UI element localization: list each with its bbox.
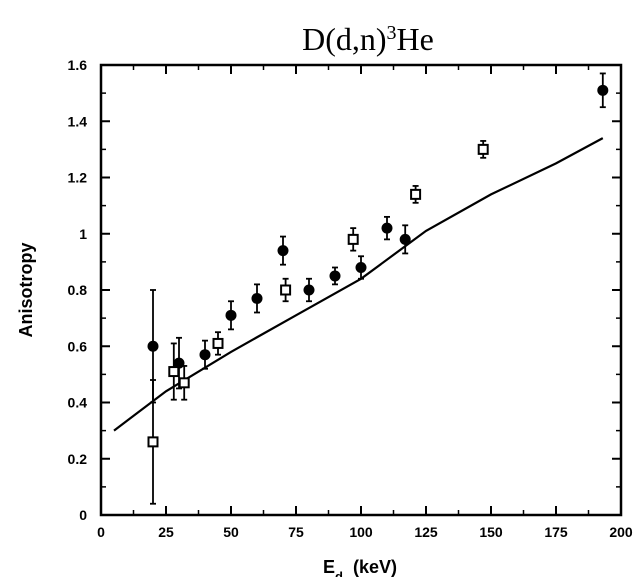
data-point-filled-circle [303,284,315,296]
data-point-filled-circle [329,270,341,282]
x-axis: 0 25 50 75 100 125 150 175 200 [97,65,633,540]
y-tick-label: 0 [79,507,87,523]
data-point-open-square [347,233,359,245]
x-tick-label: 50 [223,524,239,540]
data-point-filled-circle [225,309,237,321]
data-point-open-square [477,143,489,155]
x-tick-label: 0 [97,524,105,540]
y-tick-label: 0.2 [68,451,88,467]
plot-frame [99,63,623,517]
x-tick-label: 75 [288,524,304,540]
y-tick-label: 0.8 [68,282,88,298]
data-point-open-square [410,188,422,200]
data-points [147,72,609,505]
x-axis-label: Ed (keV) [323,557,397,577]
data-point-filled-circle [381,222,393,234]
data-point-filled-circle [251,292,263,304]
chart-title: D(d,n)3He [302,21,434,57]
x-tick-label: 175 [544,524,568,540]
data-point-open-square [168,366,180,378]
x-tick-label: 125 [414,524,438,540]
y-axis-label: Anisotropy [16,242,36,337]
y-tick-label: 0.6 [68,338,88,354]
x-tick-label: 100 [349,524,373,540]
data-point-open-square [147,436,159,448]
x-tick-label: 150 [479,524,503,540]
data-point-open-square [178,377,190,389]
data-point-filled-circle [399,233,411,245]
x-tick-label: 25 [158,524,174,540]
y-axis: 0 0.2 0.4 0.6 0.8 1 1.2 1.4 1.6 [68,57,621,523]
data-point-filled-circle [597,84,609,96]
data-point-open-square [280,284,292,296]
y-tick-label: 1 [79,226,87,242]
y-tick-label: 1.2 [68,170,88,186]
y-tick-label: 0.4 [68,395,88,411]
data-point-filled-circle [147,340,159,352]
data-point-filled-circle [277,245,289,257]
x-tick-label: 200 [609,524,633,540]
data-point-open-square [212,337,224,349]
y-tick-label: 1.4 [68,113,88,129]
data-point-filled-circle [355,262,367,273]
data-point-filled-circle [199,349,211,361]
y-tick-label: 1.6 [68,57,88,73]
